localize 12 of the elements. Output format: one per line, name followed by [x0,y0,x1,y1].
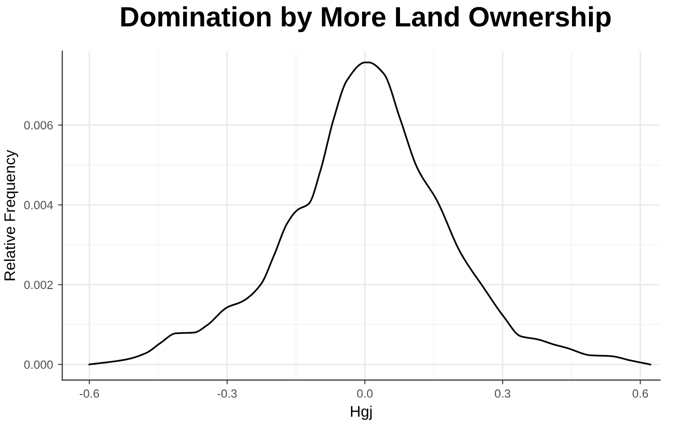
x-axis-title: Hgj [350,406,372,420]
y-tick-label: 0.002 [24,280,53,290]
y-tick-label: 0.006 [24,121,53,130]
x-tick-label: 0.3 [494,389,510,398]
chart-title: Domination by More Land Ownership [121,6,611,32]
x-tick-label: -0.6 [80,389,100,398]
x-tick-label: 0.0 [357,389,373,398]
y-axis-title: Relative Frequency [4,150,18,280]
y-tick-label: 0.004 [24,200,53,210]
x-tick-label: 0.6 [632,389,648,398]
y-tick-label: 0.000 [24,360,53,369]
x-tick-label: -0.3 [217,389,237,398]
